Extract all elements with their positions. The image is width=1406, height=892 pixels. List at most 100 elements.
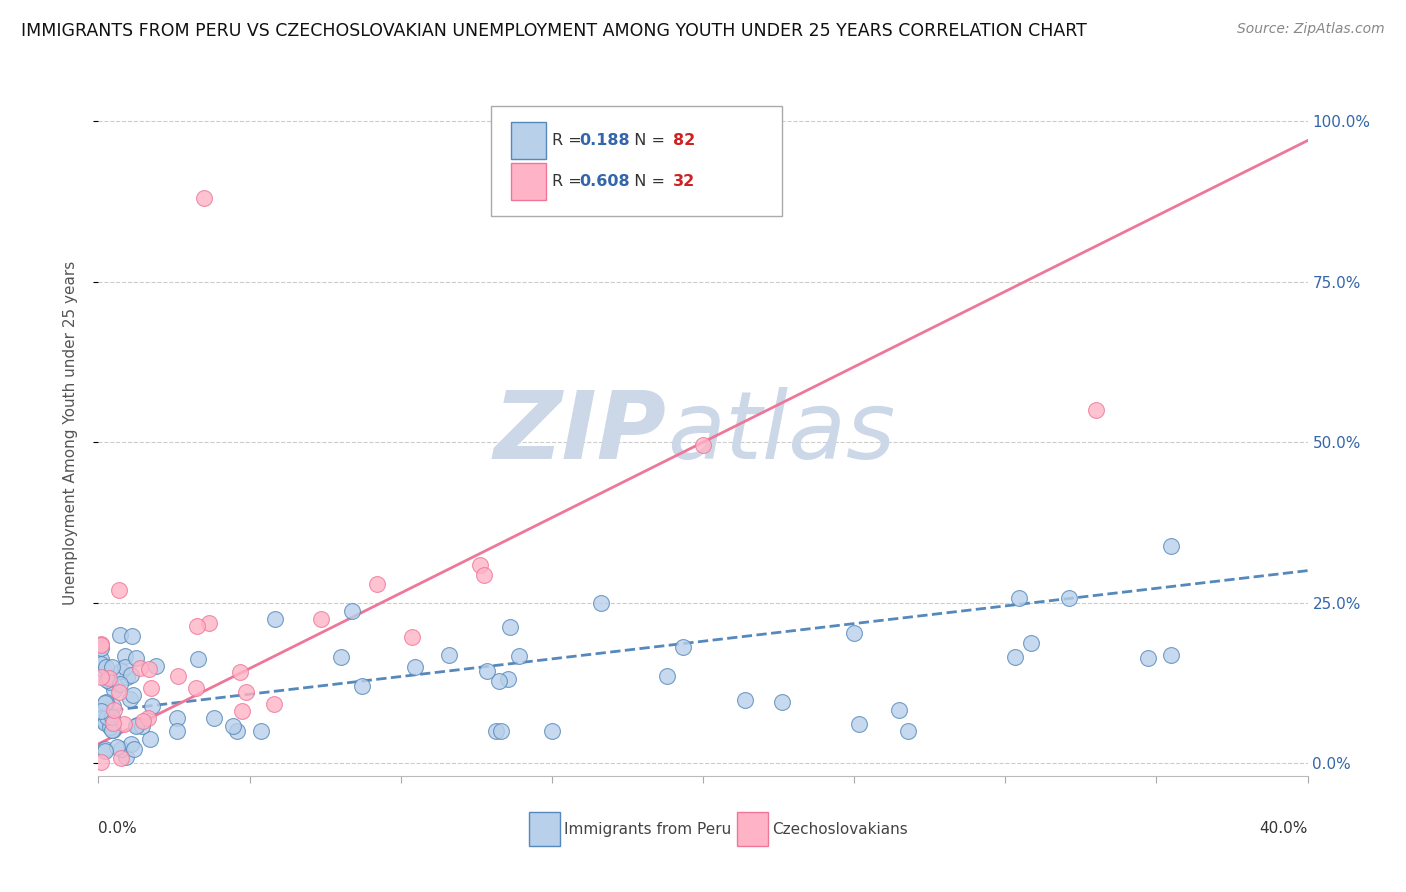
Point [121,688,143,702]
Point [94,695,117,709]
Point [90,670,112,684]
FancyBboxPatch shape [510,163,546,201]
Point [250,724,273,739]
FancyBboxPatch shape [492,106,782,216]
Point [94,741,117,756]
Point [770,695,793,709]
Point [108,685,131,699]
Point [734,692,756,706]
Point [101,723,124,737]
Point [897,724,920,739]
Point [93,715,115,730]
Point [127,718,149,732]
Point [94,744,117,758]
Point [115,750,138,764]
Point [114,660,136,674]
Point [228,665,250,680]
Text: ZIP: ZIP [494,386,666,479]
Point [352,679,374,693]
Text: Czechoslovakians: Czechoslovakians [772,822,908,837]
Point [263,697,285,711]
Point [401,630,423,644]
Point [655,669,678,683]
Point [186,681,208,696]
FancyBboxPatch shape [529,813,561,847]
Text: Source: ZipAtlas.com: Source: ZipAtlas.com [1237,22,1385,37]
Point [108,628,131,642]
Point [139,731,162,746]
Text: 32: 32 [673,175,695,189]
Point [93,696,115,710]
Point [96,673,118,688]
Text: Immigrants from Peru: Immigrants from Peru [564,822,731,837]
Point [136,711,159,725]
Point [366,577,388,591]
Point [90,704,112,718]
Text: R =: R = [551,175,586,189]
Point [496,672,519,686]
Point [439,648,461,662]
Point [1008,591,1031,606]
Point [131,719,153,733]
Point [1137,651,1160,665]
Point [540,724,562,739]
Text: 82: 82 [673,133,695,148]
Y-axis label: Unemployment Among Youth under 25 years: Unemployment Among Youth under 25 years [63,260,77,605]
Point [100,710,122,724]
Point [222,719,245,733]
Point [1019,636,1042,650]
Point [138,663,160,677]
FancyBboxPatch shape [737,813,768,847]
Point [226,724,249,739]
Point [101,699,124,714]
Point [672,640,695,654]
Text: 40.0%: 40.0% [1260,821,1308,836]
Point [499,620,522,634]
Point [488,674,510,689]
Point [114,649,136,664]
Point [340,604,363,618]
Point [124,650,146,665]
Point [110,665,132,679]
Point [90,711,112,725]
Point [96,710,118,724]
Point [98,720,121,734]
Point [231,704,253,718]
Point [508,648,530,663]
Point [117,669,139,683]
Point [90,637,112,651]
Point [485,723,508,738]
Point [101,715,124,730]
Point [1160,539,1182,553]
Point [1085,403,1108,417]
Point [202,711,225,725]
Point [132,714,155,728]
Point [264,612,287,626]
Text: R =: R = [551,133,586,148]
Point [475,664,498,678]
Point [90,638,112,652]
Point [103,683,125,698]
Text: N =: N = [624,175,671,189]
Point [692,438,714,452]
Point [90,657,112,672]
Point [235,685,257,699]
Point [121,629,143,643]
Point [93,714,115,728]
Point [118,692,141,706]
Point [141,681,163,696]
Text: N =: N = [624,133,671,148]
Point [186,618,208,632]
Point [197,615,219,630]
Point [193,191,215,205]
Point [90,652,112,666]
Text: 0.188: 0.188 [579,133,630,148]
Point [591,596,613,610]
Point [93,663,115,677]
Point [141,699,163,714]
Point [120,737,142,751]
Point [848,717,870,731]
Point [107,739,129,754]
Point [166,711,188,725]
Text: 0.608: 0.608 [579,175,630,189]
